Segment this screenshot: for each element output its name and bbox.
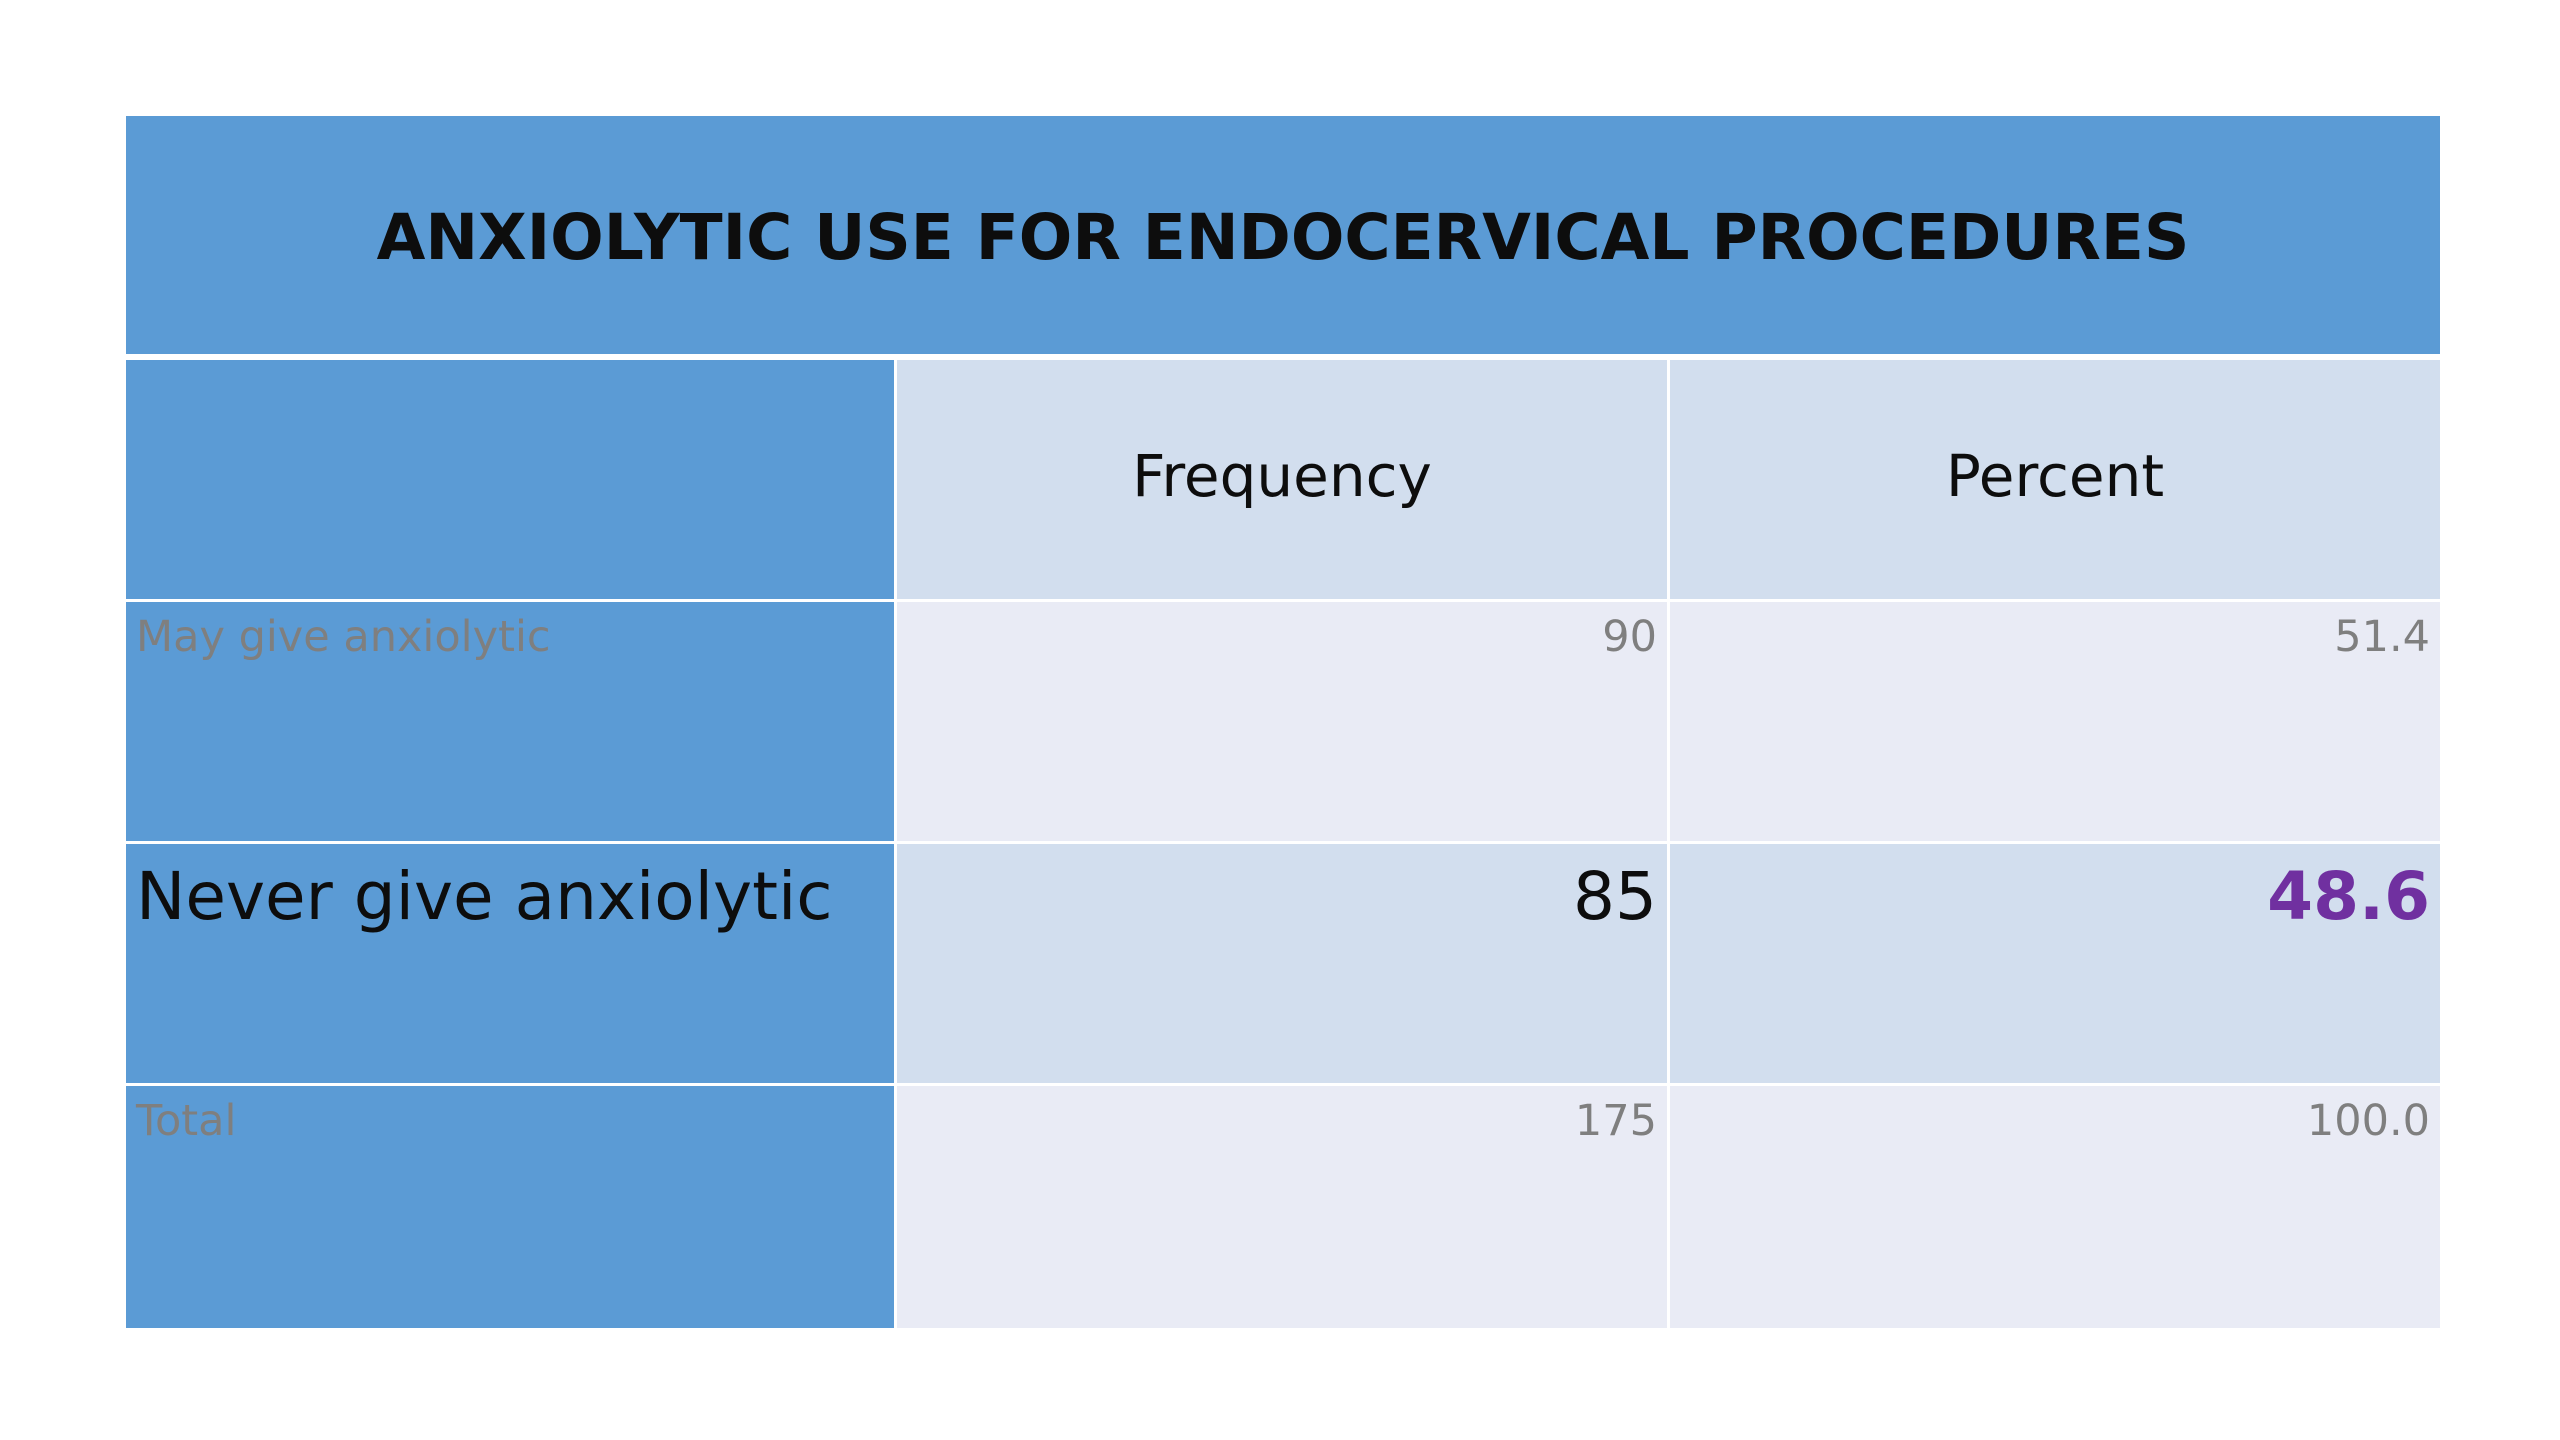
- table-row-frequency-cell: 90: [897, 602, 1670, 844]
- row-label-never-give: Never give anxiolytic: [136, 858, 833, 935]
- percent-may-give: 51.4: [2334, 612, 2430, 662]
- table-row-label-cell: Never give anxiolytic: [126, 844, 897, 1086]
- anxiolytic-table: ANXIOLYTIC USE FOR ENDOCERVICAL PROCEDUR…: [126, 116, 2440, 1328]
- table-row-percent-cell: 100.0: [1670, 1086, 2440, 1328]
- row-label-total: Total: [136, 1096, 237, 1146]
- table-row-percent-cell: 48.6: [1670, 844, 2440, 1086]
- header-frequency-cell: Frequency: [897, 360, 1670, 602]
- table-grid: Frequency Percent May give anxiolytic 90…: [126, 360, 2440, 1328]
- table-row-percent-cell: 51.4: [1670, 602, 2440, 844]
- row-label-may-give: May give anxiolytic: [136, 612, 551, 662]
- frequency-may-give: 90: [1602, 612, 1657, 662]
- percent-never-give: 48.6: [2267, 858, 2430, 935]
- table-row-label-cell: Total: [126, 1086, 897, 1328]
- table-row-frequency-cell: 175: [897, 1086, 1670, 1328]
- table-row-frequency-cell: 85: [897, 844, 1670, 1086]
- percent-total: 100.0: [2306, 1096, 2430, 1146]
- frequency-total: 175: [1574, 1096, 1657, 1146]
- table-title-row: ANXIOLYTIC USE FOR ENDOCERVICAL PROCEDUR…: [126, 116, 2440, 360]
- header-empty-cell: [126, 360, 897, 602]
- table-title: ANXIOLYTIC USE FOR ENDOCERVICAL PROCEDUR…: [376, 200, 2190, 274]
- frequency-never-give: 85: [1573, 858, 1657, 935]
- column-header-percent: Percent: [1945, 442, 2165, 510]
- column-header-frequency: Frequency: [1132, 442, 1432, 510]
- header-percent-cell: Percent: [1670, 360, 2440, 602]
- table-row-label-cell: May give anxiolytic: [126, 602, 897, 844]
